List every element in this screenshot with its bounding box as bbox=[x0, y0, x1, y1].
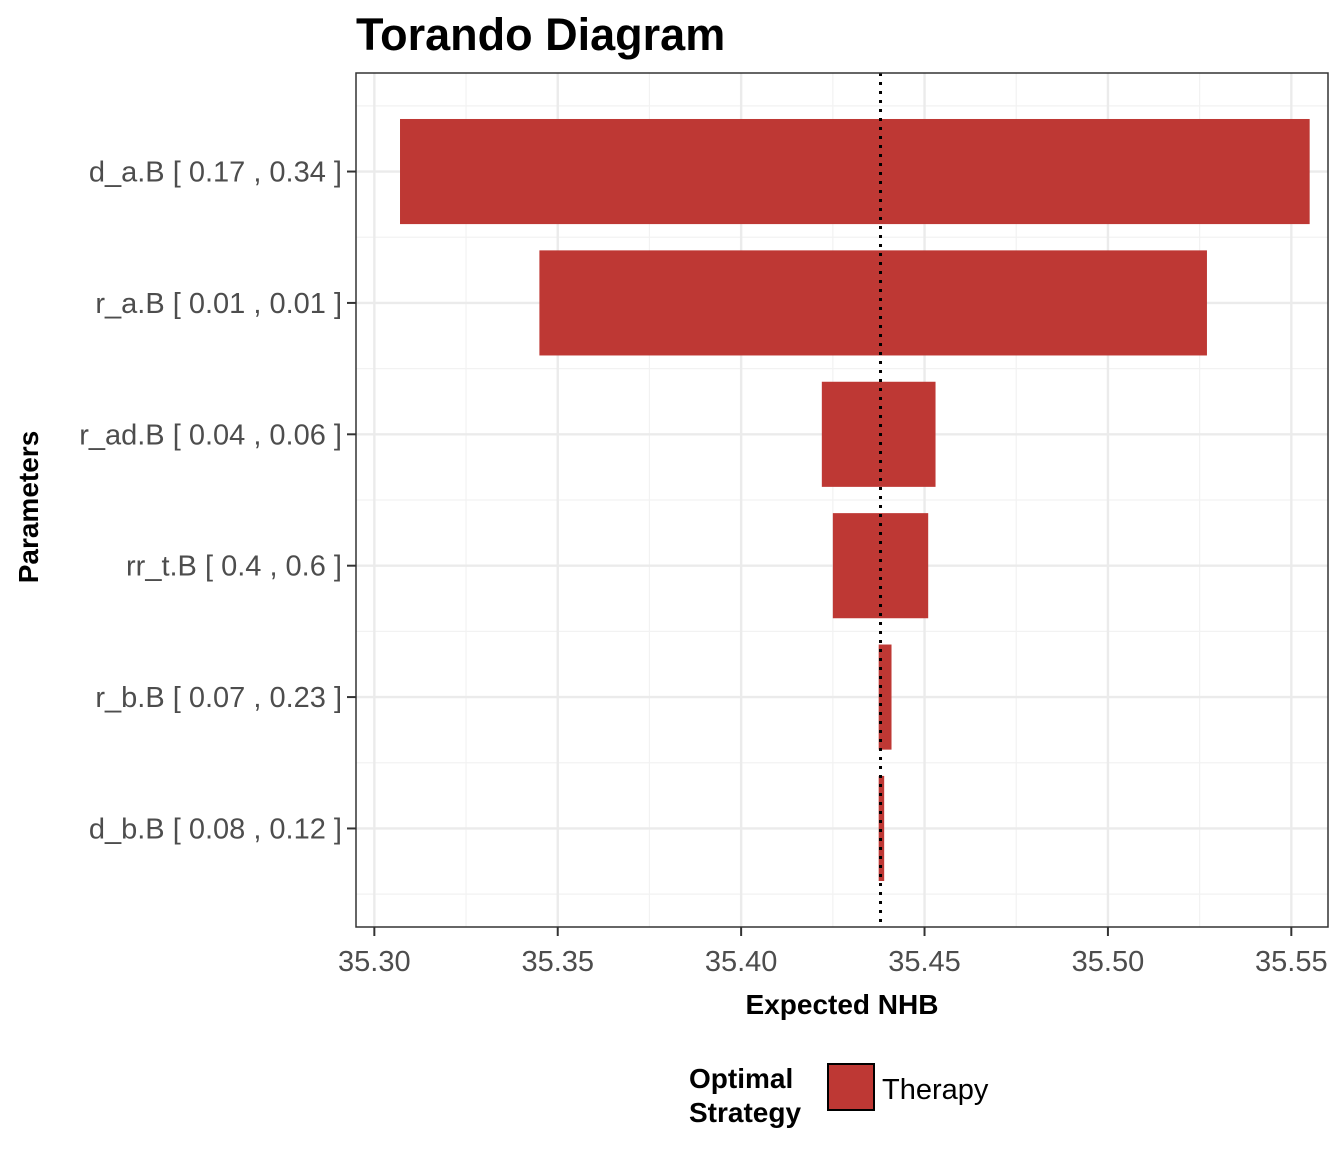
y-tick-label: r_b.B [ 0.07 , 0.23 ] bbox=[95, 682, 342, 714]
x-tick-label: 35.40 bbox=[705, 946, 778, 978]
bar-1 bbox=[400, 118, 1310, 225]
bar-4 bbox=[832, 513, 929, 619]
legend-title-line-1: Optimal bbox=[689, 1063, 793, 1094]
y-axis-title: Parameters bbox=[13, 431, 44, 584]
y-tick-label: r_ad.B [ 0.04 , 0.06 ] bbox=[79, 419, 342, 451]
panel-border bbox=[355, 72, 1329, 928]
x-tick-label: 35.30 bbox=[338, 946, 411, 978]
bar-3 bbox=[821, 381, 936, 487]
y-tick-label: r_a.B [ 0.01 , 0.01 ] bbox=[95, 288, 342, 320]
y-tick-label: rr_t.B [ 0.4 , 0.6 ] bbox=[126, 551, 342, 583]
y-axis: d_a.B [ 0.17 , 0.34 ] r_a.B [ 0.01 , 0.01… bbox=[79, 157, 356, 845]
bars bbox=[400, 118, 1310, 882]
x-tick-label: 35.55 bbox=[1255, 946, 1328, 978]
x-tick-label: 35.50 bbox=[1072, 946, 1145, 978]
legend-title-line-2: Strategy bbox=[689, 1097, 801, 1128]
bar-6 bbox=[878, 775, 885, 882]
y-tick-label: d_a.B [ 0.17 , 0.34 ] bbox=[89, 157, 342, 189]
legend: Optimal Strategy Therapy bbox=[689, 1063, 989, 1128]
x-tick-label: 35.35 bbox=[521, 946, 594, 978]
x-tick-label: 35.45 bbox=[888, 946, 961, 978]
y-tick-label: d_b.B [ 0.08 , 0.12 ] bbox=[89, 813, 342, 845]
legend-label-therapy: Therapy bbox=[882, 1074, 989, 1106]
x-axis: 35.30 35.35 35.40 35.45 35.50 35.55 bbox=[338, 927, 1328, 978]
chart-title: Torando Diagram bbox=[356, 9, 725, 60]
x-axis-title: Expected NHB bbox=[746, 989, 939, 1020]
legend-key-therapy bbox=[827, 1063, 875, 1111]
bar-2 bbox=[539, 250, 1207, 356]
